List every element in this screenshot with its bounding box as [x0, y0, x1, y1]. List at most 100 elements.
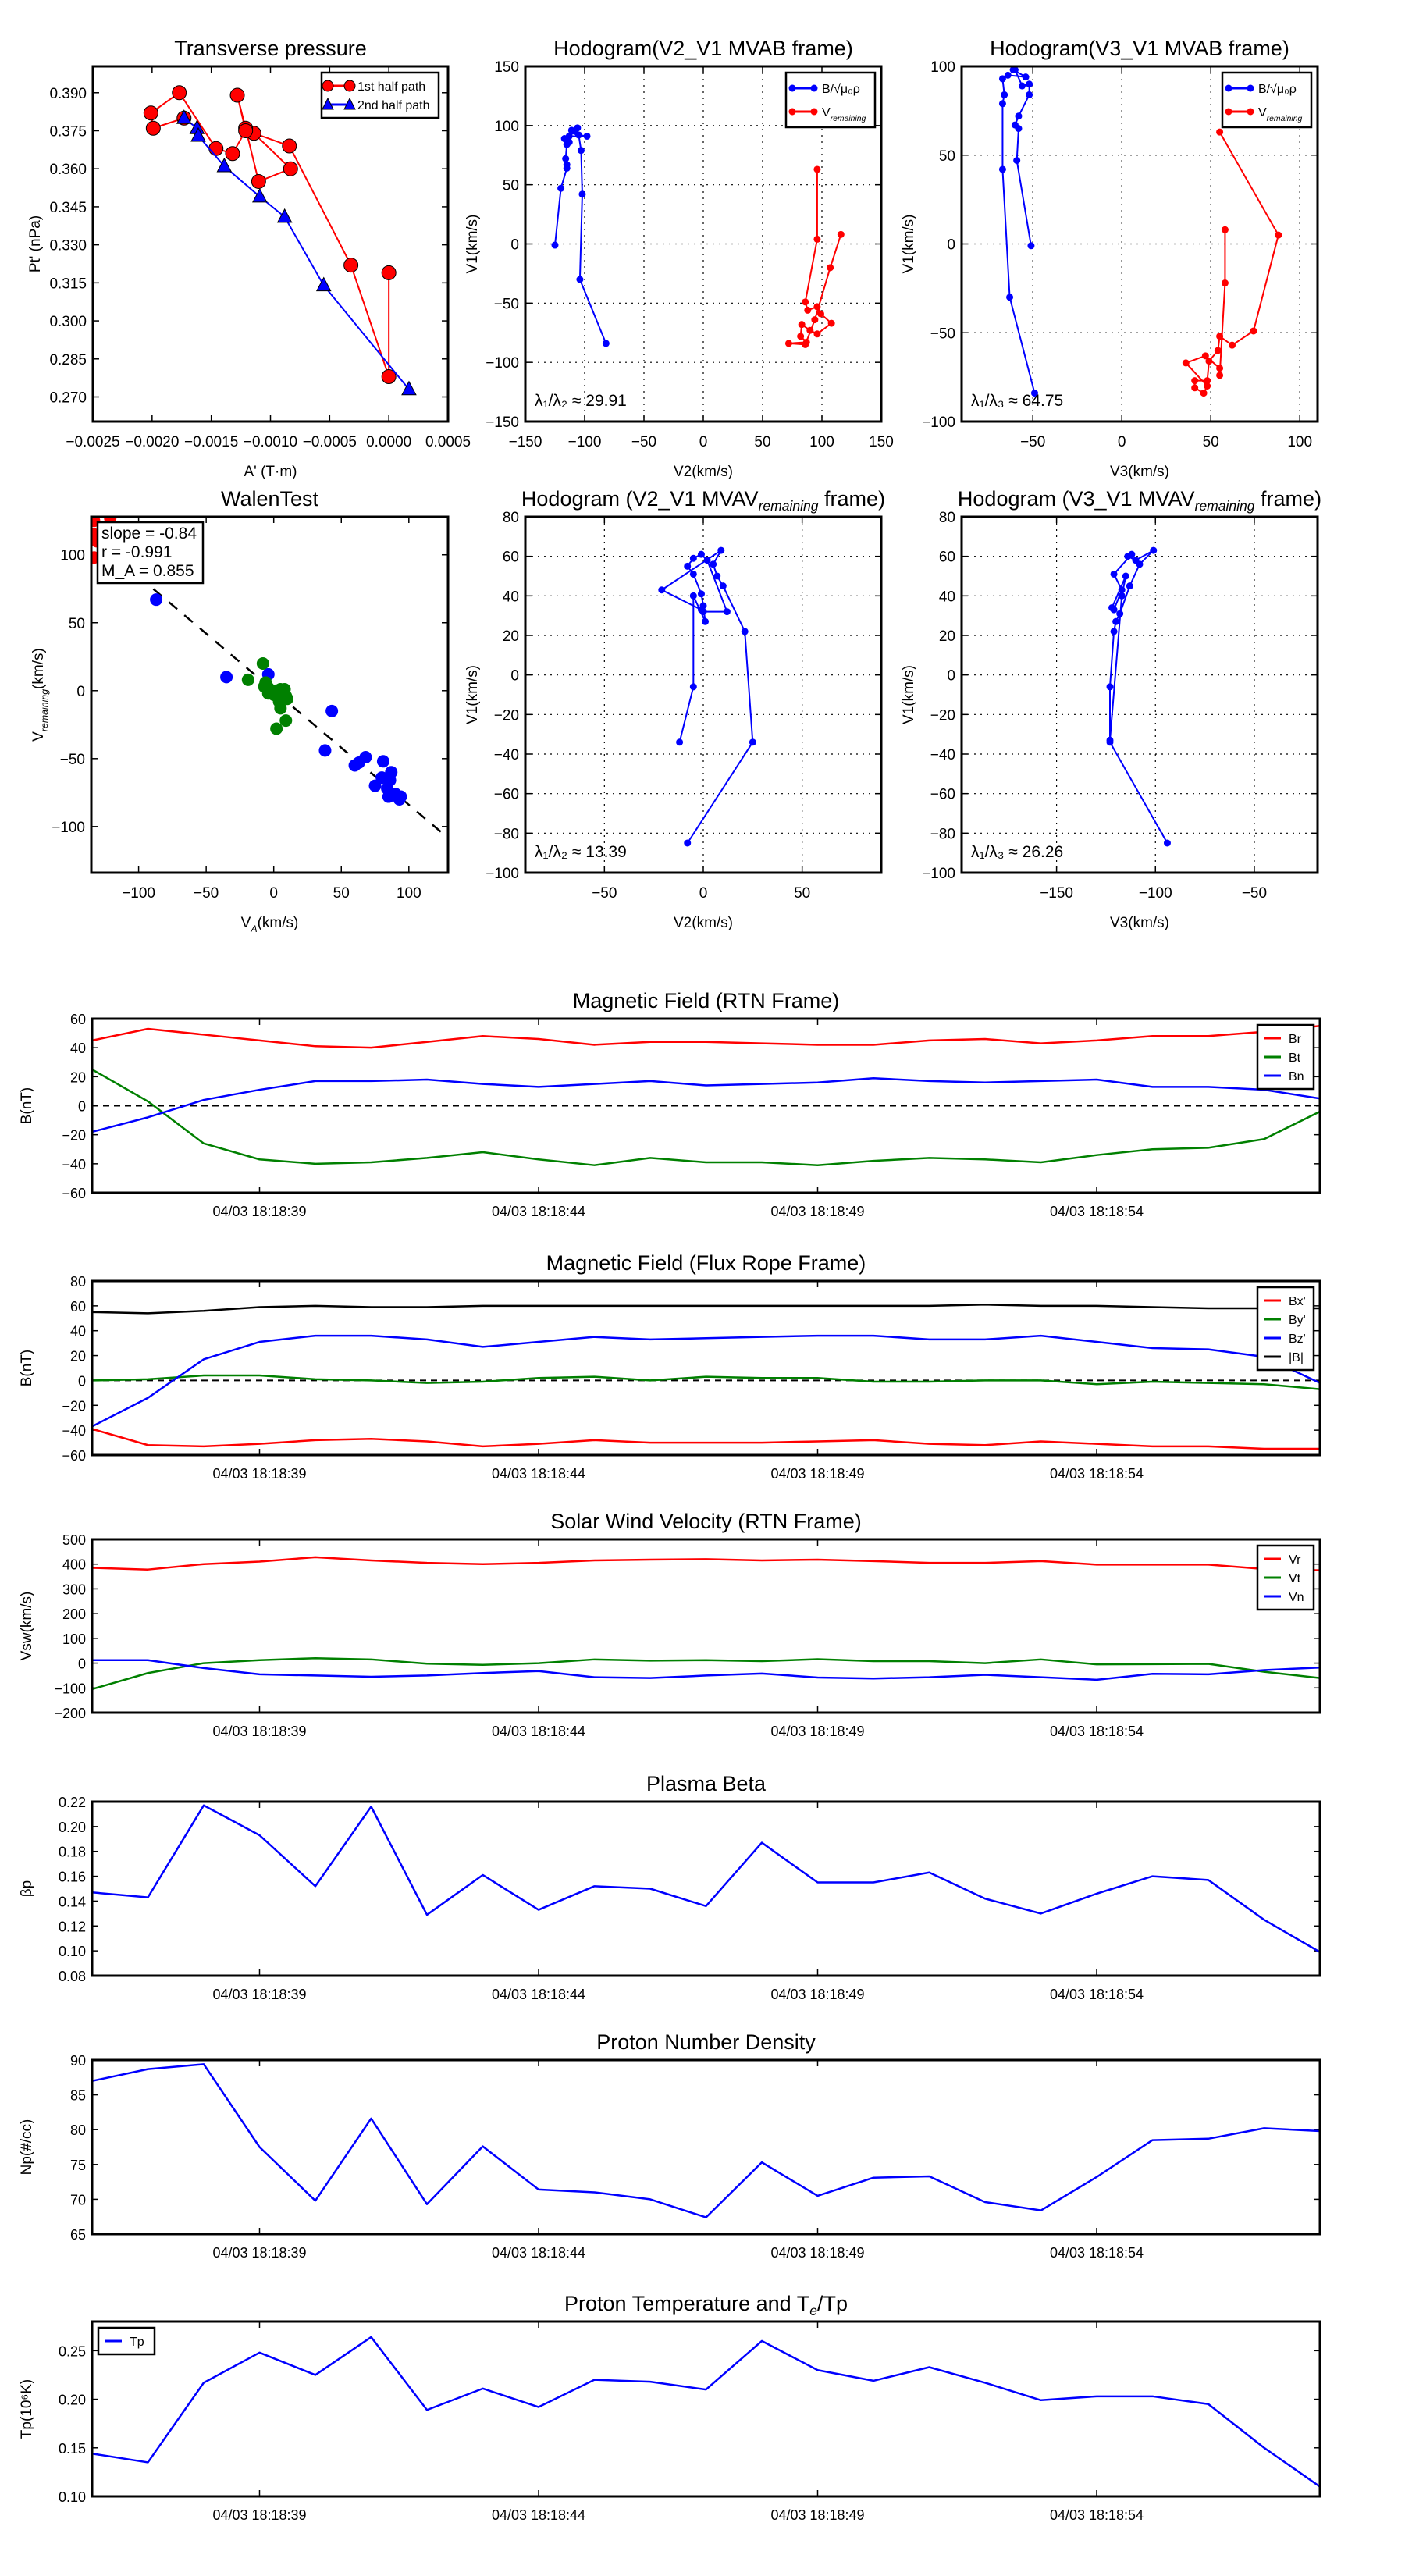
- data-point: [813, 330, 821, 338]
- series-bz-: [92, 1334, 1320, 1428]
- data-point: [279, 714, 293, 728]
- data-point: [602, 340, 610, 347]
- legend-entry: Vremaining: [788, 106, 866, 123]
- x-tick-label: 04/03 18:18:39: [212, 2507, 306, 2523]
- plot-area: [91, 517, 448, 839]
- data-point: [1221, 279, 1229, 287]
- legend-marker: [810, 108, 818, 116]
- data-point: [216, 157, 233, 173]
- label-subscript: remaining: [831, 115, 866, 123]
- data-point: [827, 319, 835, 327]
- plot-area: [92, 1556, 1320, 1691]
- y-tick-label: 40: [503, 589, 519, 605]
- series-line: [92, 1656, 1320, 1691]
- data-point: [1191, 384, 1199, 392]
- series-bn: [92, 1076, 1320, 1133]
- x-tick-label: −50: [1020, 434, 1045, 450]
- x-tick-label: 50: [794, 885, 810, 902]
- legend-entry: Tp: [105, 2336, 144, 2349]
- eigenvalue-ratio-annotation: λ₁/λ₂ ≈ 13.39: [535, 843, 627, 861]
- y-axis-label: βp: [19, 1880, 35, 1898]
- data-point: [577, 147, 585, 155]
- hodogram-v3-v1-mvab-chart: −50 0 50 100 −100 −50 0 50 100 Hodogram(V3_V1 MVA…: [901, 37, 1319, 480]
- legend: Br Bt Bn: [1256, 1023, 1315, 1091]
- data-point: [802, 298, 809, 306]
- chart-title: Proton Number Density: [596, 2030, 816, 2054]
- legend-label: B/√μ₀ρ: [822, 83, 860, 96]
- series-line: [1185, 131, 1279, 394]
- x-tick-label: −50: [194, 885, 219, 902]
- data-point: [1214, 347, 1222, 354]
- legend-marker: [1225, 84, 1232, 92]
- data-point: [359, 751, 372, 764]
- plot-area: [92, 1025, 1320, 1166]
- x-tick-label: −100: [122, 885, 155, 902]
- legend-entry: Br: [1264, 1033, 1302, 1046]
- label-tail: (km/s): [258, 915, 299, 931]
- x-tick-label: 04/03 18:18:49: [770, 1204, 864, 1219]
- legend: Vr Vt Vn: [1256, 1544, 1315, 1611]
- x-axis-label: V2(km/s): [674, 464, 733, 480]
- x-tick-label: 04/03 18:18:39: [212, 1724, 306, 1739]
- legend-label: Bx': [1289, 1295, 1306, 1308]
- data-point: [998, 75, 1006, 83]
- label-subscript: remaining: [39, 689, 50, 731]
- y-tick-label: −50: [494, 296, 519, 312]
- data-point: [394, 790, 407, 803]
- y-tick-label: 500: [62, 1532, 86, 1548]
- data-point: [576, 276, 584, 283]
- y-axis-label: Np(#/cc): [19, 2119, 35, 2176]
- y-tick-label: 40: [70, 1324, 86, 1340]
- x-tick-label: 04/03 18:18:49: [770, 2245, 864, 2261]
- y-tick-label: −100: [54, 1681, 86, 1696]
- x-tick-label: −100: [1139, 885, 1172, 902]
- data-point: [551, 241, 559, 249]
- data-point: [713, 572, 721, 580]
- data-point: [270, 722, 283, 735]
- series-vn: [92, 1659, 1320, 1681]
- data-point: [1004, 71, 1012, 79]
- series-line: [92, 1076, 1320, 1133]
- legend-entry: |B|: [1264, 1351, 1304, 1364]
- legend-marker: [1225, 108, 1232, 116]
- magnetic-field-flux-rope-chart: 04/03 18:18:39 04/03 18:18:44 04/03 18:18:…: [19, 1251, 1321, 1482]
- y-tick-label: 0.375: [49, 123, 87, 140]
- data-point: [1026, 80, 1033, 88]
- plot-area: [92, 1804, 1320, 1953]
- y-tick-label: 20: [503, 628, 519, 645]
- x-tick-label: 04/03 18:18:39: [212, 2245, 306, 2261]
- y-tick-label: 0.20: [59, 2393, 86, 2408]
- data-point: [376, 755, 389, 768]
- data-point: [697, 590, 705, 598]
- chart-title: Hodogram(V2_V1 MVAB frame): [553, 37, 853, 60]
- label-subscript: remaining: [759, 498, 819, 514]
- data-point: [689, 683, 697, 691]
- chart-title: Plasma Beta: [646, 1772, 767, 1795]
- series-line: [92, 1804, 1320, 1953]
- data-point: [1026, 91, 1033, 98]
- data-point: [1126, 582, 1133, 590]
- y-tick-label: 20: [70, 1349, 86, 1364]
- y-tick-label: −60: [930, 787, 955, 803]
- data-point: [1106, 736, 1114, 744]
- x-tick-label: 04/03 18:18:44: [492, 1987, 585, 2002]
- legend-frame: [320, 71, 440, 119]
- x-tick-label: 0.0000: [366, 434, 411, 450]
- x-tick-label: 0.0005: [425, 434, 471, 450]
- data-point: [256, 656, 269, 670]
- data-point: [1110, 570, 1118, 578]
- data-point: [1106, 683, 1114, 691]
- legend-marker: [343, 80, 356, 92]
- data-point: [1216, 333, 1224, 340]
- data-point: [563, 161, 571, 169]
- data-point: [816, 310, 824, 318]
- series-1st-half-path: [143, 85, 397, 385]
- data-point: [1128, 550, 1136, 558]
- y-axis-label: Vremaining(km/s): [30, 648, 50, 742]
- hodogram-v2-v1-mvav-chart: −50 0 50 −100 −80 −60 −40 −20 0 20 40 60 80Hodogram …: [464, 487, 885, 931]
- legend-label: Bz': [1289, 1332, 1306, 1346]
- chart-title: Hodogram (V3_V1 MVAVremaining frame): [958, 487, 1321, 514]
- x-tick-label: −0.0010: [244, 434, 297, 450]
- y-tick-label: 0.08: [59, 1969, 86, 1984]
